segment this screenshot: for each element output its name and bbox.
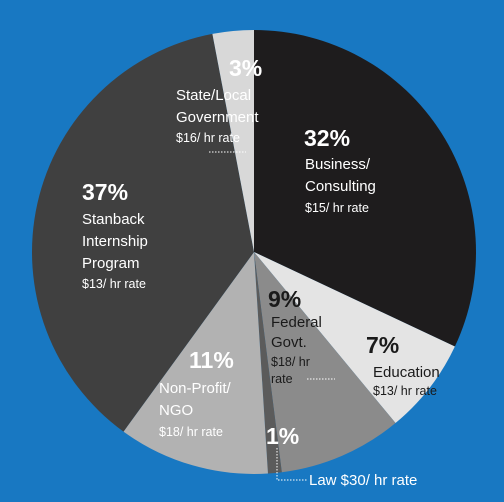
stanback-label-line2: Internship [82, 233, 148, 250]
pie-slice-1 [254, 252, 455, 424]
education-label: Education [373, 364, 440, 381]
federal-rate-line1: $18/ hr [271, 355, 310, 369]
federal-percent: 9% [268, 286, 301, 312]
non-profit-label-line2: NGO [159, 402, 193, 419]
federal-rate-line2: rate [271, 372, 293, 386]
law-label: Law $30/ hr rate [309, 472, 417, 489]
education-percent: 7% [366, 332, 399, 358]
non-profit-label-line1: Non-Profit/ [159, 380, 232, 397]
pie-slice-3 [254, 252, 282, 474]
state-local-rate: $16/ hr rate [176, 131, 240, 145]
pie-slice-6 [212, 29, 254, 252]
pie-slice-0 [254, 30, 476, 347]
state-local-percent: 3% [229, 55, 262, 81]
business-consulting-percent: 32% [304, 125, 350, 151]
non-profit-rate: $18/ hr rate [159, 425, 223, 439]
stanback-percent: 37% [82, 179, 128, 205]
stanback-label-line3: Program [82, 255, 140, 272]
law-percent: 1% [266, 423, 299, 449]
business-consulting-label-line1: Business/ [305, 156, 371, 173]
pie-slices [31, 29, 476, 474]
pie-slice-4 [123, 252, 268, 474]
business-consulting-rate: $15/ hr rate [305, 201, 369, 215]
state-local-label-line1: State/Local [176, 87, 251, 104]
stanback-rate: $13/ hr rate [82, 277, 146, 291]
business-consulting-label-line2: Consulting [305, 178, 376, 195]
federal-label-line2: Govt. [271, 334, 307, 351]
pie-slice-5 [31, 33, 255, 432]
federal-label-line1: Federal [271, 314, 322, 331]
pie-slice-2 [254, 252, 396, 473]
stanback-label-line1: Stanback [82, 211, 145, 228]
non-profit-percent: 11% [189, 347, 234, 373]
state-local-label-line2: Government [176, 109, 259, 126]
education-rate: $13/ hr rate [373, 384, 437, 398]
